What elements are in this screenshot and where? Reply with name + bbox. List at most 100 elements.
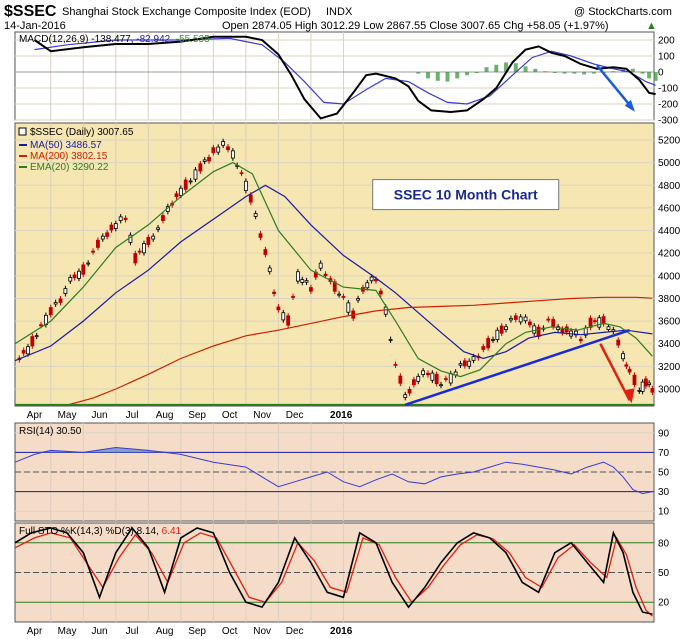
candle-body <box>39 324 43 327</box>
macd-histogram-bar <box>562 72 567 74</box>
rsi-line <box>14 446 653 495</box>
y-tick-label: 50 <box>658 468 670 479</box>
candle-body <box>369 276 374 282</box>
candle-body <box>462 360 467 367</box>
plot-series <box>14 35 658 617</box>
candle-body <box>86 262 91 265</box>
macd-histogram-bar <box>523 66 528 72</box>
candle-body <box>272 291 276 295</box>
candle-body <box>637 389 642 392</box>
candle-body <box>627 368 632 373</box>
candle-body <box>243 180 248 191</box>
x-tick-label: Apr <box>27 410 43 421</box>
candle-body <box>426 372 430 376</box>
x-tick-label: Nov <box>253 410 271 421</box>
candle-body <box>105 232 110 237</box>
candle-body <box>481 346 486 350</box>
y-tick-label: 3800 <box>658 294 681 305</box>
y-tick-label: 30 <box>658 487 670 498</box>
trendline <box>404 328 631 407</box>
candle-body <box>226 146 230 151</box>
candle-body <box>412 379 416 386</box>
candle-body <box>616 339 621 346</box>
rsi-legend: RSI(14) 30.50 <box>19 426 82 437</box>
x-tick-label: Jul <box>126 626 139 637</box>
macd-histogram-bar <box>435 72 440 81</box>
candle-body <box>491 339 495 341</box>
candle-body <box>383 306 388 315</box>
x-tick-label: Apr <box>27 626 43 637</box>
x-tick-label: Sep <box>188 410 206 421</box>
price-legend: $SSEC (Daily) 3007.65 <box>30 127 134 138</box>
candle-body <box>546 318 551 321</box>
candle-body <box>458 363 463 366</box>
candle-body <box>597 317 602 328</box>
candle-body <box>91 250 95 253</box>
candle-body <box>416 375 421 382</box>
y-tick-label: 3200 <box>658 362 681 373</box>
y-tick-label: 4600 <box>658 203 681 214</box>
candle-body <box>471 356 476 361</box>
candle-body <box>123 217 128 221</box>
ma-legend: MA(200) 3802.15 <box>30 151 108 162</box>
chart-title-box <box>372 179 560 211</box>
candle-body <box>309 287 313 292</box>
y-tick-label: 0 <box>658 68 664 79</box>
candle-body <box>523 316 528 322</box>
candle-body <box>430 372 435 381</box>
candle-body <box>161 215 165 221</box>
candle-body <box>188 180 193 183</box>
macd-histogram-bar <box>630 68 635 72</box>
candle-body <box>467 360 472 367</box>
quote-date: 14-Jan-2016 <box>4 20 66 32</box>
candle-body <box>296 271 300 282</box>
candle-body <box>443 378 448 380</box>
candle-body <box>142 243 146 254</box>
candle-body <box>643 378 648 387</box>
candle-body <box>374 278 378 282</box>
candle-body <box>403 394 408 398</box>
candle-body <box>439 384 443 387</box>
candle-body <box>509 317 513 321</box>
candle-body <box>276 306 281 311</box>
macd-histogram-bar <box>552 72 557 73</box>
stochastic-legend: Full STO %K(14,3) %D(3) 8.14, 6.41 <box>19 526 182 537</box>
y-tick-label: 90 <box>658 428 670 439</box>
symbol: $SSEC <box>4 3 57 20</box>
candle-body <box>151 235 156 240</box>
candle-body <box>281 312 286 321</box>
y-tick-label: -300 <box>658 116 678 127</box>
stochastic-d-line <box>14 532 653 617</box>
y-tick-label: -100 <box>658 84 678 95</box>
candle-body <box>593 320 597 322</box>
macd-histogram-bar <box>533 68 538 72</box>
candle-body <box>434 373 439 385</box>
candle-body <box>113 223 118 229</box>
candle-body <box>650 388 655 393</box>
y-tick-label: 10 <box>658 507 670 518</box>
candle-body <box>21 349 26 354</box>
x-tick-label: 2016 <box>330 410 353 421</box>
candle-body <box>291 296 295 298</box>
candle-body <box>513 315 518 320</box>
macd-histogram-bar <box>484 67 489 72</box>
candle-body <box>183 179 188 190</box>
y-tick-label: 200 <box>658 36 675 47</box>
x-tick-label: Oct <box>222 410 238 421</box>
legend-swatch <box>18 127 27 136</box>
chart-title: SSEC 10 Month Chart <box>394 187 538 203</box>
exchange: INDX <box>326 6 353 18</box>
y-tick-label: 3000 <box>658 385 681 396</box>
macd-arrow <box>596 64 634 110</box>
candle-body <box>253 213 258 217</box>
x-tick-label: Dec <box>286 626 304 637</box>
ma-line <box>14 184 653 362</box>
candle-body <box>34 335 39 338</box>
candle-body <box>337 293 342 296</box>
stochastic-k-line <box>14 526 653 615</box>
macd-legend: MACD(12,26,9) -138.477, -82.942, -55.535 <box>19 34 210 45</box>
candle-body <box>551 319 556 328</box>
candle-body <box>286 315 291 326</box>
y-tick-label: 80 <box>658 538 670 549</box>
y-tick-label: 5200 <box>658 135 681 146</box>
